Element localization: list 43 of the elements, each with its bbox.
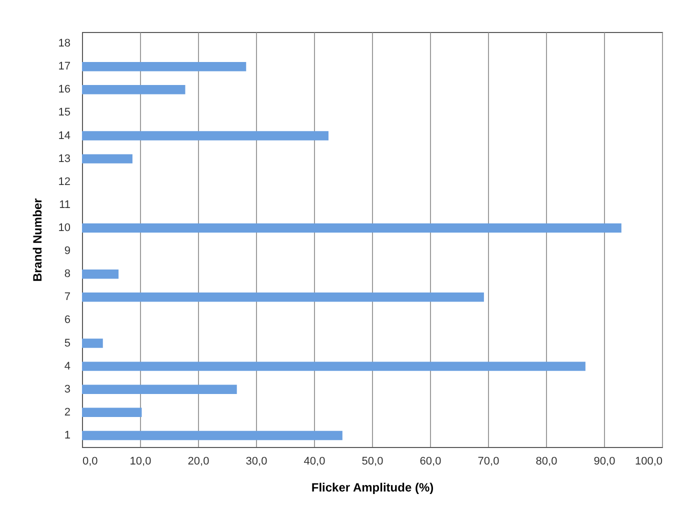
y-tick-label: 1 <box>64 429 70 442</box>
y-tick-label: 4 <box>64 360 70 372</box>
x-tick-label: 0,0 <box>82 456 98 468</box>
bar <box>82 62 246 72</box>
x-tick-label: 30,0 <box>246 456 268 468</box>
x-tick-label: 10,0 <box>130 456 152 468</box>
y-tick-label: 11 <box>59 198 70 211</box>
y-tick-label: 16 <box>58 84 70 96</box>
y-tick-label: 6 <box>64 314 70 326</box>
bar <box>82 338 103 348</box>
y-tick-label: 3 <box>64 383 70 396</box>
bar <box>82 408 142 418</box>
bar <box>82 384 237 394</box>
y-tick-label: 17 <box>58 60 70 73</box>
x-tick-label: 20,0 <box>188 456 210 468</box>
x-tick-label: 90,0 <box>594 456 616 468</box>
bar <box>82 292 484 302</box>
bar <box>82 362 586 371</box>
y-tick-label: 9 <box>64 245 70 258</box>
y-tick-label: 14 <box>58 130 70 142</box>
y-tick-label: 18 <box>58 38 70 50</box>
y-axis-title: Brand Number <box>30 198 44 282</box>
y-tick-label: 8 <box>64 268 70 280</box>
y-tick-label: 13 <box>58 152 70 165</box>
y-tick-label: 12 <box>58 176 70 188</box>
x-axis-title: Flicker Amplitude (%) <box>311 480 434 494</box>
y-tick-label: 10 <box>58 222 70 234</box>
y-tick-label: 15 <box>58 106 70 119</box>
x-tick-label: 60,0 <box>420 456 442 468</box>
y-tick-label: 7 <box>64 291 70 304</box>
x-tick-label: 50,0 <box>362 456 384 468</box>
bar <box>82 85 186 94</box>
bar <box>82 269 119 279</box>
x-tick-label: 40,0 <box>304 456 326 468</box>
bar <box>82 223 622 233</box>
bar <box>82 154 132 164</box>
x-tick-label: 70,0 <box>478 456 500 468</box>
y-tick-label: 5 <box>64 337 70 350</box>
bar <box>82 131 328 140</box>
x-tick-label: 80,0 <box>536 456 558 468</box>
bar <box>82 430 342 440</box>
y-tick-label: 2 <box>64 406 70 418</box>
x-tick-label: 100,0 <box>634 456 662 468</box>
